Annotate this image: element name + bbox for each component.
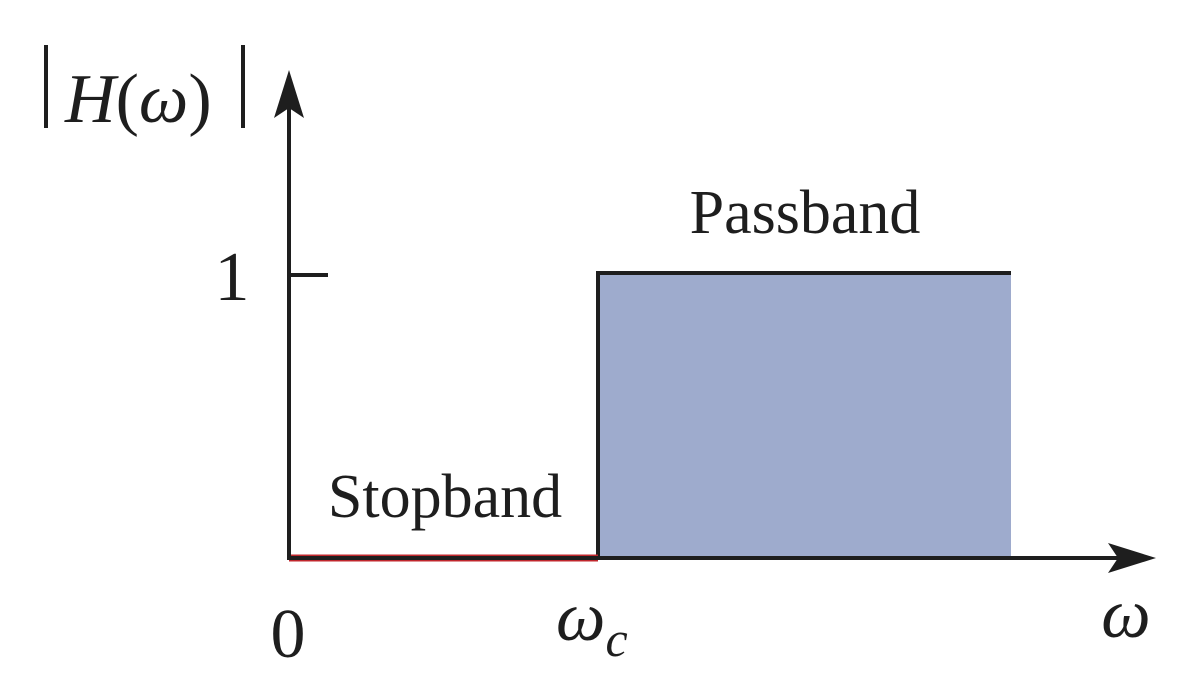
x-axis-arrowhead (1108, 543, 1156, 573)
y-axis-arrowhead (274, 70, 304, 118)
passband-label: Passband (690, 179, 921, 247)
x-tick-label-cutoff: ωc (556, 579, 628, 667)
cutoff-symbol: ω (556, 579, 605, 656)
y-axis-label: H(ω) (64, 61, 212, 138)
y-axis-label-name: H (64, 61, 119, 138)
passband-edge (596, 271, 1011, 558)
passband-region (598, 273, 1011, 558)
y-axis-label-var: ω (139, 61, 188, 138)
x-axis-label: ω (1101, 576, 1150, 653)
y-tick-label-one: 1 (215, 239, 250, 316)
y-axis-label-open: ( (116, 61, 139, 138)
y-axis-label-close: ) (188, 61, 211, 138)
cutoff-subscript: c (605, 611, 627, 667)
stopband-label: Stopband (328, 463, 562, 531)
x-tick-label-origin: 0 (271, 596, 306, 673)
